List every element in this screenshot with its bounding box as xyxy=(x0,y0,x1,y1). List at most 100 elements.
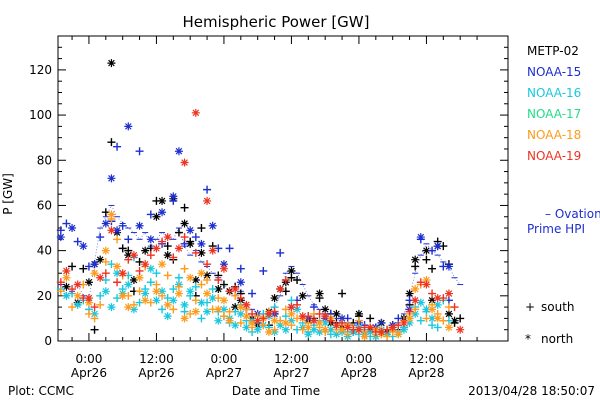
north-point xyxy=(242,323,251,332)
north-point xyxy=(253,325,262,334)
north-point xyxy=(388,323,397,332)
south-point xyxy=(68,303,77,312)
north-point xyxy=(248,318,257,327)
north-point xyxy=(321,325,330,334)
north-point xyxy=(73,291,82,300)
north-point xyxy=(158,287,167,296)
north-point xyxy=(62,282,71,291)
north-point xyxy=(101,219,110,228)
north-point xyxy=(107,210,116,219)
north-point xyxy=(304,323,313,332)
x-tick-date-label: Apr26 xyxy=(138,366,174,380)
north-point xyxy=(124,251,133,260)
north-point xyxy=(90,309,99,318)
y-axis-label: P [GW] xyxy=(1,173,15,215)
north-point xyxy=(214,316,223,325)
north-point xyxy=(129,251,138,260)
north-point xyxy=(416,233,425,242)
north-point xyxy=(433,294,442,303)
south-point xyxy=(287,296,296,305)
north-point xyxy=(124,303,133,312)
north-point xyxy=(236,309,245,318)
north-point xyxy=(219,264,228,273)
north-point xyxy=(214,285,223,294)
legend-entry: METP-02 xyxy=(527,44,579,58)
south-point xyxy=(416,316,425,325)
south-point xyxy=(248,309,257,318)
north-point xyxy=(158,260,167,269)
north-point xyxy=(219,305,228,314)
y-tick-label: 0 xyxy=(44,334,52,348)
north-point xyxy=(208,294,217,303)
x-tick-date-label: Apr27 xyxy=(273,366,309,380)
north-point xyxy=(169,296,178,305)
north-point xyxy=(79,242,88,251)
ovation-dotted-line xyxy=(60,204,461,331)
north-point xyxy=(107,174,116,183)
south-point xyxy=(433,323,442,332)
north-point xyxy=(444,262,453,271)
south-point xyxy=(394,314,403,323)
south-point xyxy=(180,239,189,248)
north-point xyxy=(135,273,144,282)
south-point xyxy=(180,233,189,242)
north-point xyxy=(287,303,296,312)
north-point xyxy=(444,289,453,298)
north-point xyxy=(411,285,420,294)
south-point xyxy=(146,251,155,260)
north-point xyxy=(135,221,144,230)
south-point xyxy=(309,303,318,312)
north-point xyxy=(298,312,307,321)
north-point xyxy=(73,280,82,289)
north-point xyxy=(236,303,245,312)
north-point xyxy=(332,330,341,339)
north-marker-label: north xyxy=(541,332,573,346)
south-point xyxy=(203,276,212,284)
north-point xyxy=(124,280,133,289)
north-point xyxy=(219,260,228,269)
south-point xyxy=(56,278,65,287)
north-point xyxy=(84,278,93,287)
south-point xyxy=(354,316,363,325)
south-point xyxy=(96,233,105,242)
north-point xyxy=(174,147,183,156)
north-point xyxy=(107,59,116,68)
south-point xyxy=(366,314,375,323)
south-marker-symbol: + xyxy=(525,300,535,314)
north-point xyxy=(141,289,150,298)
south-point xyxy=(428,289,437,298)
plot-frame xyxy=(57,35,509,342)
south-point xyxy=(152,280,161,289)
north-point xyxy=(315,318,324,327)
north-point xyxy=(197,269,206,278)
north-point xyxy=(163,300,172,309)
north-point xyxy=(191,276,200,284)
north-point xyxy=(113,226,122,235)
north-point xyxy=(433,300,442,309)
south-point xyxy=(73,237,82,246)
north-point xyxy=(366,327,375,336)
north-point xyxy=(281,325,290,334)
south-point xyxy=(174,282,183,291)
north-point xyxy=(73,300,82,309)
north-point xyxy=(276,321,285,330)
south-point xyxy=(152,269,161,278)
north-point xyxy=(107,226,116,235)
x-tick-date-label: Apr27 xyxy=(206,366,242,380)
ovation-label-line2: Prime HPI xyxy=(527,222,585,236)
north-point xyxy=(428,305,437,314)
south-point xyxy=(197,224,206,233)
south-point xyxy=(219,280,228,289)
south-point xyxy=(236,294,245,303)
south-point xyxy=(113,278,122,287)
north-point xyxy=(236,278,245,287)
south-point xyxy=(96,291,105,300)
south-point xyxy=(422,314,431,323)
x-tick-time-label: 12:00 xyxy=(274,352,309,366)
north-point xyxy=(113,262,122,271)
y-tick-label: 100 xyxy=(29,108,52,122)
north-point xyxy=(101,246,110,255)
north-point xyxy=(146,235,155,244)
north-point xyxy=(113,269,122,278)
south-point xyxy=(124,255,133,264)
